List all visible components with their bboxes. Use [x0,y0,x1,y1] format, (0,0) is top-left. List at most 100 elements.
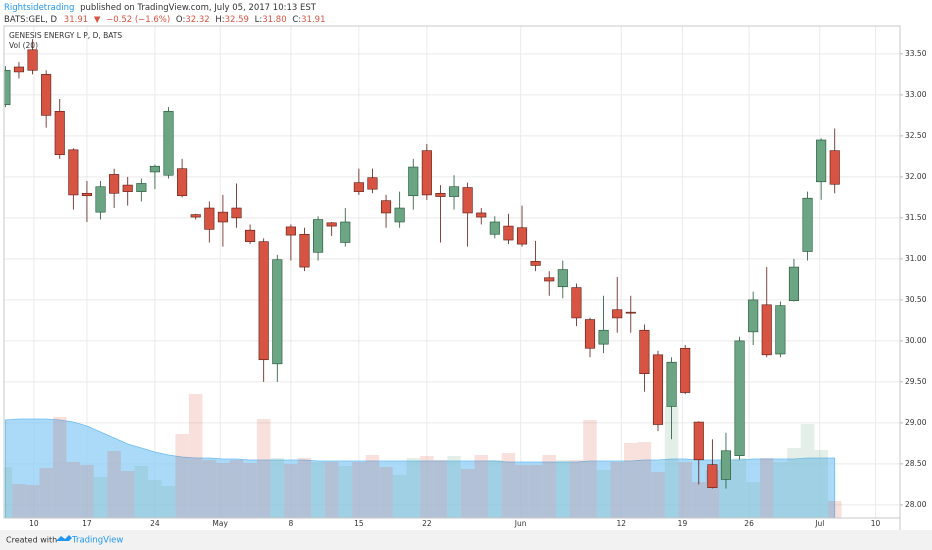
candle-body [95,186,106,213]
volume-bar [80,465,94,518]
legend-name: GENESIS ENERGY L P, D, BATS [9,31,122,40]
candle-body [802,197,813,252]
volume-bar [284,464,298,518]
y-tick-label: 33.00 [905,90,927,99]
volume-bar [827,501,842,518]
change-arrow: ▼ [94,15,101,25]
candle-body [435,192,446,197]
volume-bar [583,420,597,518]
candle-body [720,450,732,480]
footer-bar [0,530,932,550]
volume-bar [569,460,584,518]
volume-bar [107,451,121,518]
candle-body [258,241,269,361]
candle-body [190,214,201,218]
close-value: 31.91 [301,15,325,25]
volume-bar [732,458,747,518]
x-tick-label: May [212,519,228,528]
candle-body [27,49,38,71]
candle-body [612,309,623,319]
volume-bar [814,450,828,518]
x-tick-label: 10 [29,519,39,528]
candle-body [516,227,528,245]
symbol: BATS:GEL, D [4,15,58,25]
candle-body [367,177,378,190]
candle-body [652,354,664,425]
y-tick-label: 29.50 [905,377,927,386]
volume-bar [392,475,407,518]
volume-bar [800,424,815,518]
high-label: H: [215,15,224,25]
candle-body [639,329,650,374]
candles [4,39,840,489]
candle-body [4,69,11,106]
candle-body [707,464,718,488]
volume-bar [447,456,461,518]
candle-body [272,259,283,365]
y-tick-label: 28.00 [905,500,927,509]
candle-body [299,233,310,268]
published: published on TradingView.com, July 05, 2… [80,3,317,13]
y-tick-label: 33.50 [905,49,927,58]
candle-body [503,225,514,241]
candle-body [462,187,473,214]
candle-body [81,192,92,197]
candle-body [245,229,256,242]
candle-body [326,222,337,227]
header-line: Rightsidetrading published on TradingVie… [4,3,317,13]
author[interactable]: Rightsidetrading [4,3,74,13]
candle-body [557,269,568,288]
y-tick-label: 32.00 [905,172,927,181]
candle-body [571,287,582,319]
candle-body [680,347,691,393]
candle-body [666,361,677,407]
x-tick-label: 15 [354,519,364,528]
axes: 28.00 28.50 29.00 29.50 30.00 30.50 31.00 31.50… [29,49,927,528]
volume-bar [787,448,801,518]
x-tick-label: 12 [617,519,627,528]
volume-bar [651,472,665,518]
volume-bar [297,458,312,518]
volume-bar [760,458,774,518]
change: −0.52 (−1.6%) [106,15,170,25]
volume-bar [746,482,760,518]
candle-body [394,207,405,223]
volume-bar [542,455,556,518]
volume-bar [678,462,692,518]
volume-bar [12,484,26,518]
candle-body [41,74,52,116]
y-tick-label: 30.50 [905,295,927,304]
x-tick-label: 10 [871,519,881,528]
volume-bar [4,467,13,518]
volume-bar [352,462,366,518]
volume-bar [596,470,611,518]
candle-body [13,66,25,73]
volume-bar [338,466,353,518]
candle-body [68,149,79,196]
candle-body [761,304,772,356]
logo-icon [56,535,72,541]
x-tick-label: 8 [288,519,293,528]
volume-bar [379,467,393,518]
last-price: 31.91 [64,15,88,25]
candle-body [381,200,392,214]
y-tick-label: 31.50 [905,213,927,222]
low-value: 31.80 [262,15,286,25]
footer-brand[interactable]: TradingView [71,536,123,546]
y-tick-label: 31.00 [905,254,927,263]
candle-body [625,311,636,314]
candle-body [421,150,432,196]
x-tick-label: 19 [678,519,688,528]
candle-body [775,305,786,355]
volume-bar [664,406,679,518]
volume-bar [528,465,543,518]
candle-body [163,110,174,176]
volume-bar [311,462,325,518]
volume-bar [39,468,53,518]
x-tick-label: 26 [744,519,754,528]
candle-body [177,168,188,197]
volume-bar [175,434,189,518]
grid [4,26,900,518]
volume-bar [243,463,257,518]
candle-body [408,166,419,197]
